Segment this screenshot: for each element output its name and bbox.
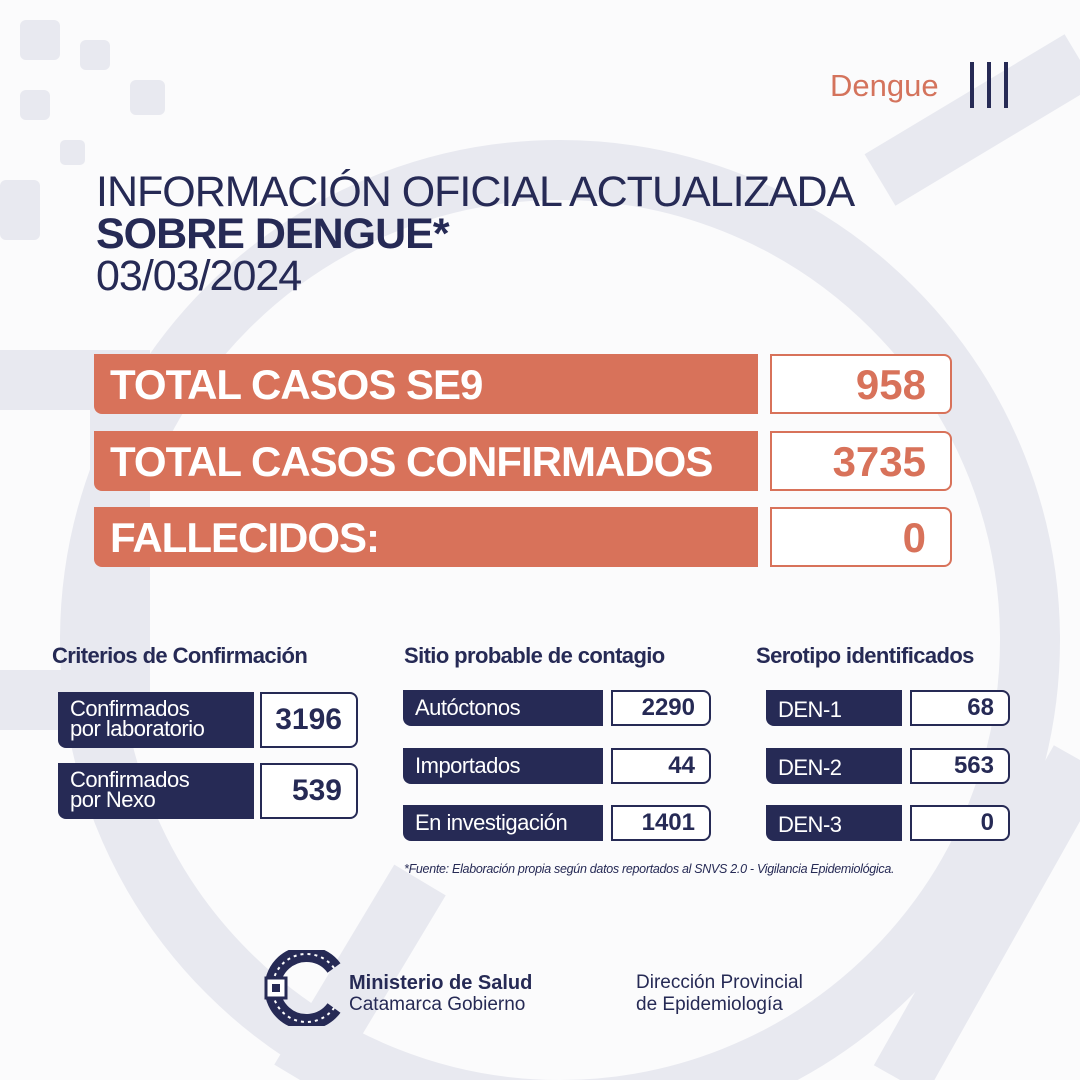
- ministry-name: Ministerio de Salud: [349, 972, 533, 994]
- total-value: 3735: [770, 431, 952, 491]
- bars-icon: [970, 62, 1020, 108]
- sitio-autoctonos: Autóctonos 2290: [403, 690, 711, 726]
- sitio-importados: Importados 44: [403, 748, 711, 784]
- sitio-value: 2290: [611, 690, 711, 726]
- serotipo-label: DEN-3: [766, 805, 902, 841]
- criterios-title: Criterios de Confirmación: [52, 643, 308, 668]
- serotipo-den3: DEN-3 0: [766, 805, 1010, 841]
- label-line: Confirmados: [70, 696, 190, 721]
- total-value: 958: [770, 354, 952, 414]
- label-line: Confirmados: [70, 767, 190, 792]
- direction-name-line2: de Epidemiología: [636, 994, 783, 1015]
- serotipo-label: DEN-2: [766, 748, 902, 784]
- sitio-value: 1401: [611, 805, 711, 841]
- total-row-fallecidos: FALLECIDOS: 0: [94, 507, 952, 567]
- sitio-label: En investigación: [403, 805, 603, 841]
- title-line-1: INFORMACIÓN OFICIAL ACTUALIZADA: [96, 168, 855, 216]
- serotipo-value: 0: [910, 805, 1010, 841]
- serotipo-den2: DEN-2 563: [766, 748, 1010, 784]
- source-note: *Fuente: Elaboración propia según datos …: [404, 862, 895, 876]
- criterio-value: 3196: [260, 692, 358, 748]
- topic-tag: Dengue: [830, 68, 939, 103]
- direction-name-line1: Dirección Provincial: [636, 972, 803, 993]
- sitio-label: Autóctonos: [403, 690, 603, 726]
- serotipo-value: 563: [910, 748, 1010, 784]
- catamarca-c-logo-icon: [264, 950, 341, 1026]
- criterio-nexo: Confirmados por Nexo 539: [58, 763, 358, 819]
- ministry-subtitle: Catamarca Gobierno: [349, 994, 526, 1015]
- sitio-title: Sitio probable de contagio: [404, 643, 665, 668]
- total-row-se9: TOTAL CASOS SE9 958: [94, 354, 952, 414]
- serotipo-label: DEN-1: [766, 690, 902, 726]
- label-line: por laboratorio: [70, 716, 205, 741]
- sitio-investigacion: En investigación 1401: [403, 805, 711, 841]
- report-date: 03/03/2024: [96, 252, 302, 300]
- total-row-confirmados: TOTAL CASOS CONFIRMADOS 3735: [94, 431, 952, 491]
- title-line-2: SOBRE DENGUE*: [96, 210, 450, 258]
- total-label: FALLECIDOS:: [94, 507, 758, 567]
- criterio-label: Confirmados por Nexo: [58, 763, 254, 819]
- criterio-label: Confirmados por laboratorio: [58, 692, 254, 748]
- serotipo-title: Serotipo identificados: [756, 643, 974, 668]
- serotipo-den1: DEN-1 68: [766, 690, 1010, 726]
- criterio-laboratorio: Confirmados por laboratorio 3196: [58, 692, 358, 748]
- sitio-label: Importados: [403, 748, 603, 784]
- total-label: TOTAL CASOS SE9: [94, 354, 758, 414]
- label-line: por Nexo: [70, 787, 156, 812]
- total-value: 0: [770, 507, 952, 567]
- sitio-value: 44: [611, 748, 711, 784]
- total-label: TOTAL CASOS CONFIRMADOS: [94, 431, 758, 491]
- criterio-value: 539: [260, 763, 358, 819]
- serotipo-value: 68: [910, 690, 1010, 726]
